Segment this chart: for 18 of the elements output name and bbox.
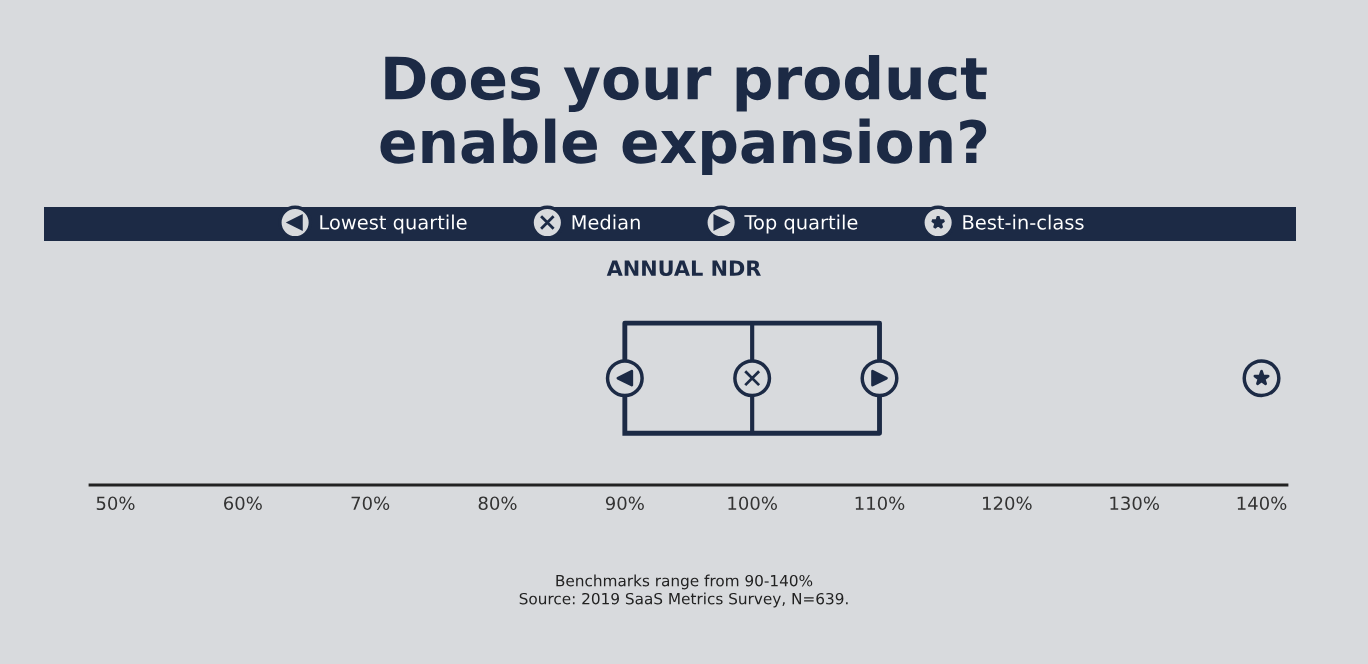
legend-label: Lowest quartile xyxy=(320,214,467,234)
x-tick-label: 60% xyxy=(224,496,262,511)
chart-subtitle: ANNUAL NDR xyxy=(606,260,761,277)
source-note: Source: 2019 SaaS Metrics Survey, N=639. xyxy=(519,592,848,608)
x-tick-label: 90% xyxy=(605,496,644,511)
x-tick-label: 130% xyxy=(1110,496,1159,511)
x-tick-label: 100% xyxy=(728,496,777,511)
legend-label: Top quartile xyxy=(744,214,858,234)
x-tick-label: 70% xyxy=(351,496,390,511)
x-tick-label: 80% xyxy=(478,496,517,511)
chart-title: Does your product enable expansion? xyxy=(380,54,987,176)
x-tick-label: 50% xyxy=(96,496,135,511)
legend-label: Best-in-class xyxy=(963,214,1084,230)
x-tick-label: 140% xyxy=(1237,496,1287,511)
x-tick-label: 110% xyxy=(855,496,905,511)
text: Benchmarks range from 90-140% xyxy=(556,574,813,590)
legend-label: Median xyxy=(572,214,640,230)
x-tick-label: 120% xyxy=(983,496,1032,511)
